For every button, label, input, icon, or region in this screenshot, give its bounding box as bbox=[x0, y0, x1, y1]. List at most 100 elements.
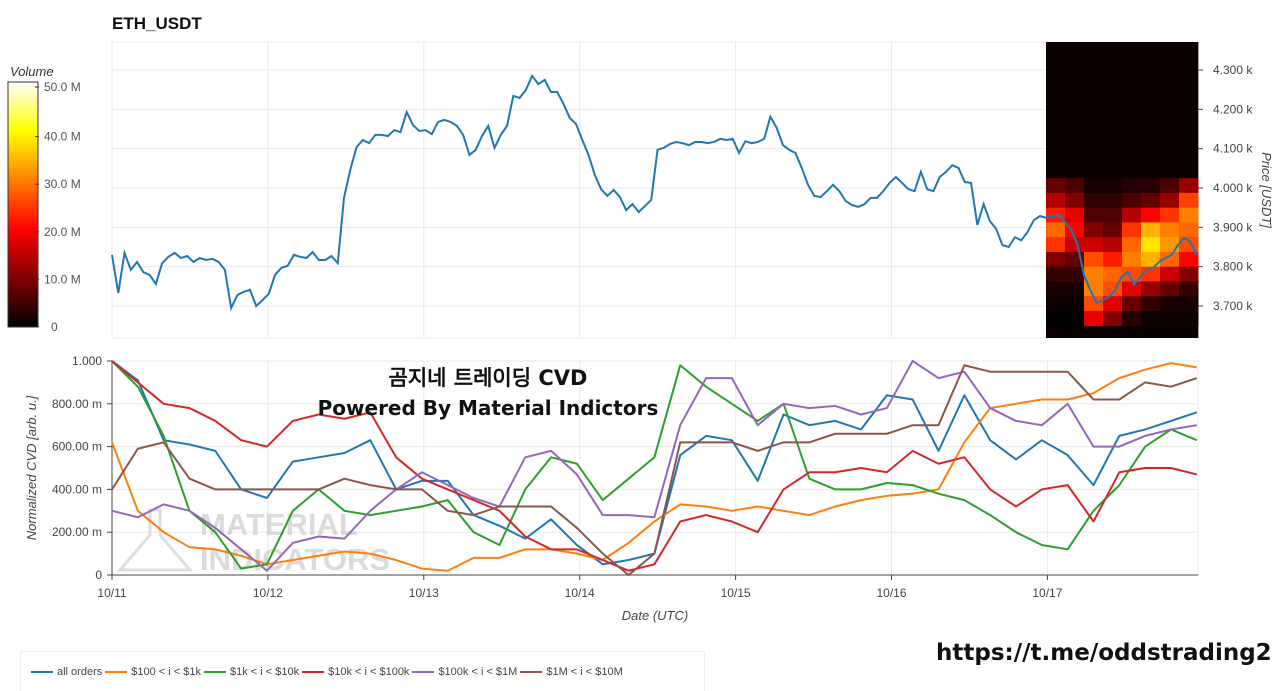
heatmap-cell bbox=[1160, 207, 1180, 223]
cvd-tick-label: 0 bbox=[95, 568, 102, 582]
heatmap-cell bbox=[1141, 237, 1161, 253]
price-tick-label: 4.200 k bbox=[1213, 102, 1253, 116]
heatmap-cell bbox=[1122, 296, 1142, 312]
legend-item[interactable]: $100k < i < $1M bbox=[412, 666, 517, 678]
legend-swatch bbox=[203, 670, 226, 673]
heatmap-cell bbox=[1065, 281, 1085, 297]
heatmap-cell bbox=[1160, 192, 1180, 209]
cvd-tick-label: 1.000 bbox=[72, 354, 102, 368]
heatmap-cell bbox=[1179, 207, 1199, 223]
price-axis-label: Price [USDT] bbox=[1259, 152, 1274, 228]
heatmap-cell bbox=[1179, 266, 1199, 282]
heatmap-cell bbox=[1160, 266, 1180, 282]
heatmap-cell bbox=[1122, 237, 1142, 253]
legend-item[interactable]: all orders bbox=[31, 666, 102, 678]
cvd-line-g bbox=[111, 360, 1198, 570]
heatmap-cell bbox=[1160, 310, 1180, 327]
heatmap-cell bbox=[1084, 178, 1104, 194]
heatmap-cell bbox=[1103, 237, 1123, 253]
heatmap-cell bbox=[1179, 296, 1199, 312]
heatmap-cell bbox=[1084, 296, 1104, 312]
x-tick-label: 10/13 bbox=[409, 586, 439, 600]
cvd-line-p bbox=[111, 360, 1197, 572]
heatmap-cell bbox=[1141, 251, 1161, 268]
heatmap-cell bbox=[1084, 222, 1104, 238]
heatmap-cell bbox=[1046, 222, 1066, 238]
heatmap-cell bbox=[1141, 207, 1161, 223]
heatmap-cell bbox=[1065, 192, 1085, 209]
cvd-line-r bbox=[111, 360, 1198, 572]
heatmap-cell bbox=[1122, 266, 1142, 282]
heatmap-cell bbox=[1103, 192, 1123, 209]
legend-item[interactable]: $100 < i < $1k bbox=[105, 666, 201, 678]
price-tick-label: 3.900 k bbox=[1213, 220, 1253, 234]
chart-title: ETH_USDT bbox=[112, 14, 202, 33]
telegram-url[interactable]: https://t.me/oddstrading2 bbox=[936, 640, 1272, 666]
cvd-tick-label: 400.00 m bbox=[52, 482, 102, 496]
heatmap-cell bbox=[1122, 207, 1142, 223]
heatmap-cell bbox=[1046, 178, 1066, 194]
heatmap-cell bbox=[1065, 266, 1085, 282]
colorbar-title: Volume bbox=[10, 64, 54, 79]
heatmap-cell bbox=[1084, 266, 1104, 282]
heatmap-cell bbox=[1160, 222, 1180, 238]
legend-swatch bbox=[412, 670, 435, 673]
heatmap-cell bbox=[1122, 178, 1142, 194]
x-tick-label: 10/15 bbox=[721, 586, 751, 600]
price-tick-label: 3.800 k bbox=[1213, 260, 1253, 274]
legend-swatch bbox=[31, 670, 53, 673]
heatmap-cell bbox=[1103, 178, 1123, 194]
heatmap-cell bbox=[1065, 296, 1085, 312]
heatmap-cell bbox=[1046, 192, 1066, 209]
heatmap-cell bbox=[1160, 281, 1180, 297]
x-tick-label: 10/17 bbox=[1032, 586, 1062, 600]
heatmap-cell bbox=[1179, 310, 1199, 327]
colorbar-tick-label: 30.0 M bbox=[44, 177, 81, 191]
legend-item[interactable]: $1k < i < $10k bbox=[203, 665, 300, 678]
heatmap-cell bbox=[1065, 178, 1085, 194]
heatmap-cell bbox=[1160, 296, 1180, 312]
heatmap-cell bbox=[1141, 296, 1161, 312]
heatmap-cell bbox=[1103, 251, 1123, 268]
cvd-line-b bbox=[111, 364, 1198, 576]
price-tick-label: 4.000 k bbox=[1213, 181, 1253, 195]
heatmap-cell bbox=[1103, 207, 1123, 223]
heatmap-cell bbox=[1122, 192, 1142, 209]
heatmap-cell bbox=[1179, 251, 1199, 268]
heatmap-cell bbox=[1103, 281, 1123, 297]
heatmap-cell bbox=[1084, 251, 1104, 268]
legend-item[interactable]: $1M < i < $10M bbox=[520, 665, 623, 678]
heatmap-cell bbox=[1046, 310, 1066, 327]
price-plot-area bbox=[111, 41, 1199, 339]
price-tick-label: 3.700 k bbox=[1213, 299, 1253, 313]
heatmap-cell bbox=[1179, 178, 1199, 194]
cvd-tick-label: 600.00 m bbox=[52, 440, 102, 454]
heatmap-cell bbox=[1084, 310, 1104, 327]
legend-label: $1k < i < $10k bbox=[229, 665, 300, 678]
colorbar-tick-label: 50.0 M bbox=[44, 80, 81, 94]
heatmap-cell bbox=[1065, 237, 1085, 253]
cvd-tick-label: 200.00 m bbox=[52, 525, 102, 539]
heatmap-cell bbox=[1103, 222, 1123, 238]
x-tick-label: 10/16 bbox=[876, 586, 906, 600]
x-tick-label: 10/14 bbox=[565, 586, 595, 600]
heatmap-cell bbox=[1065, 310, 1085, 327]
legend-label: $100k < i < $1M bbox=[438, 665, 518, 678]
x-tick-label: 10/12 bbox=[253, 586, 283, 600]
heatmap-cell bbox=[1065, 222, 1085, 238]
heatmap-cell bbox=[1141, 222, 1161, 238]
overlay-subtitle: Powered By Material Indictors bbox=[317, 396, 659, 420]
legend-swatch bbox=[105, 670, 128, 673]
legend-swatch bbox=[520, 670, 543, 673]
legend-label: $1M < i < $10M bbox=[546, 665, 623, 678]
flask-logo-icon bbox=[116, 508, 194, 572]
colorbar-tick-label: 20.0 M bbox=[44, 225, 81, 239]
heatmap-cell bbox=[1141, 192, 1161, 209]
legend-item[interactable]: $10k < i < $100k bbox=[302, 666, 409, 678]
colorbar-tick-label: 10.0 M bbox=[44, 272, 81, 286]
heatmap-cell bbox=[1122, 310, 1142, 327]
heatmap-cell bbox=[1160, 251, 1180, 268]
cvd-axis-label: Normalized CVD [arb. u.] bbox=[24, 395, 39, 540]
legend-label: all orders bbox=[57, 665, 103, 678]
